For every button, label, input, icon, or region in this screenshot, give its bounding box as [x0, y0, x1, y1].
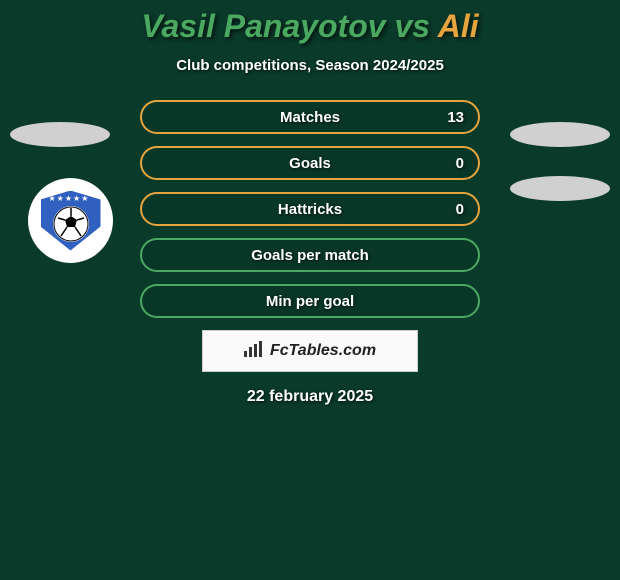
watermark-text: FcTables.com — [270, 342, 376, 360]
placeholder-ellipse-left — [10, 122, 110, 147]
date-text: 22 february 2025 — [0, 388, 620, 406]
stat-row-goals-per-match: Goals per match — [140, 238, 480, 272]
subtitle: Club competitions, Season 2024/2025 — [0, 57, 620, 74]
badge-stars-icon: ★★★★★ — [49, 194, 90, 203]
placeholder-ellipse-right-2 — [510, 176, 610, 201]
stat-label: Hattricks — [278, 201, 342, 218]
stat-label: Goals per match — [251, 247, 369, 264]
stat-row-hattricks: Hattricks 0 — [140, 192, 480, 226]
stat-label: Min per goal — [266, 293, 354, 310]
club-badge: ★★★★★ — [28, 178, 113, 263]
player1-name: Vasil Panayotov — [141, 8, 385, 44]
stat-label: Matches — [280, 109, 340, 126]
stat-value: 0 — [456, 155, 464, 172]
badge-ball-icon — [53, 206, 89, 242]
placeholder-ellipse-right-1 — [510, 122, 610, 147]
stat-row-min-per-goal: Min per goal — [140, 284, 480, 318]
comparison-title: Vasil Panayotov vs Ali — [0, 0, 620, 45]
watermark: FcTables.com — [202, 330, 418, 372]
stat-row-goals: Goals 0 — [140, 146, 480, 180]
player2-name: Ali — [438, 8, 479, 44]
stat-value: 0 — [456, 201, 464, 218]
vs-text: vs — [394, 8, 430, 44]
watermark-chart-icon — [244, 341, 264, 362]
stat-label: Goals — [289, 155, 331, 172]
stat-value: 13 — [447, 109, 464, 126]
stats-container: Matches 13 Goals 0 Hattricks 0 Goals per… — [140, 100, 480, 318]
stat-row-matches: Matches 13 — [140, 100, 480, 134]
